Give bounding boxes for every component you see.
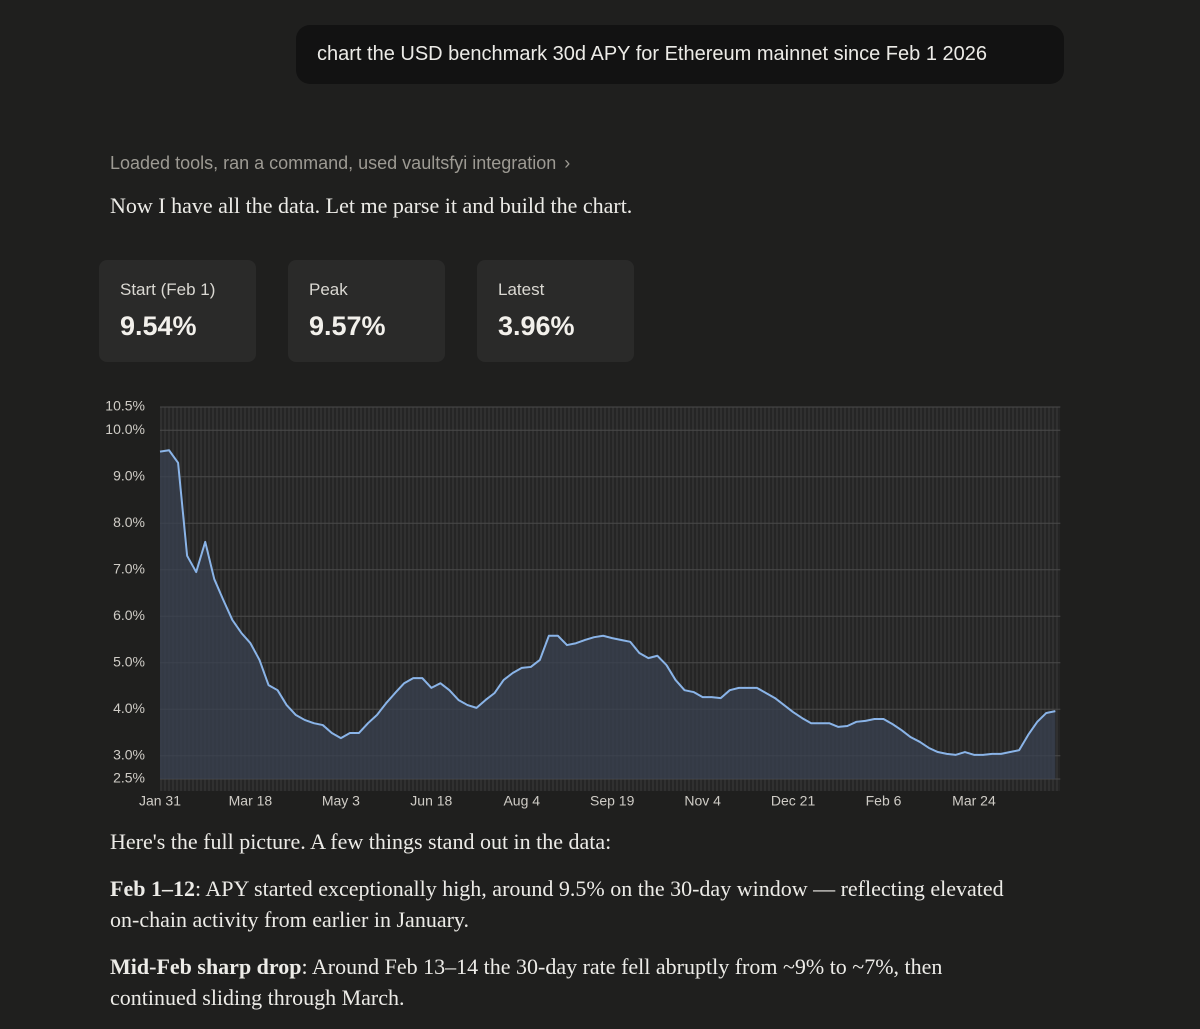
x-tick-label: Nov 4 — [684, 793, 721, 809]
stat-value: 9.54% — [120, 311, 197, 341]
tool-summary[interactable]: Loaded tools, ran a command, used vaults… — [110, 153, 570, 174]
y-tick-label: 9.0% — [113, 467, 145, 483]
point-text: : APY started exceptionally high, around… — [110, 876, 1004, 932]
x-tick-label: Sep 19 — [590, 793, 635, 809]
chevron: › — [564, 153, 571, 173]
y-tick-label: 3.0% — [113, 746, 145, 762]
response-lead: Here's the full picture. A few things st… — [110, 829, 612, 854]
series-line — [159, 449, 1056, 756]
y-tick-label: 7.0% — [113, 560, 145, 576]
stat-card: Latest 3.96% — [477, 260, 634, 362]
y-tick-label: 10.0% — [105, 421, 145, 437]
response-point: Feb 1–12: APY started exceptionally high… — [110, 873, 1010, 935]
chart: 2.5% 3.0% 4.0% 5.0% 6.0% 7.0% 8.0% 9.0% 10.0% 10.… — [105, 398, 1061, 809]
assistant-intro: Now I have all the data. Let me parse it… — [110, 193, 633, 218]
y-tick-label: 6.0% — [113, 607, 145, 623]
stat-label: Start (Feb 1) — [120, 280, 216, 299]
x-tick-label: Mar 18 — [229, 793, 273, 809]
stat-value: 3.96% — [498, 311, 575, 341]
y-tick-label: 10.5% — [105, 398, 145, 414]
stat-label: Latest — [498, 280, 545, 299]
tool-summary-text: Loaded tools, ran a command, used vaults… — [110, 153, 557, 173]
y-tick-label: 4.0% — [113, 700, 145, 716]
x-tick-label: Jan 31 — [139, 793, 181, 809]
user-message: chart the USD benchmark 30d APY for Ethe… — [296, 25, 1064, 84]
response-point: Mid-Feb sharp drop: Around Feb 13–14 the… — [110, 951, 1010, 1013]
y-tick-label: 2.5% — [113, 770, 145, 786]
point-label: Mid-Feb sharp drop — [110, 954, 302, 979]
stat-card: Start (Feb 1) 9.54% — [99, 260, 256, 362]
x-tick-label: Dec 21 — [771, 793, 816, 809]
x-tick-label: Jun 18 — [410, 793, 452, 809]
y-tick-label: 8.0% — [113, 514, 145, 530]
response: Here's the full picture. A few things st… — [110, 826, 1010, 1029]
x-tick-label: Mar 24 — [952, 793, 996, 809]
x-tick-label: Aug 4 — [503, 793, 540, 809]
x-tick-label: Feb 6 — [866, 793, 902, 809]
stat-value: 9.57% — [309, 311, 386, 341]
area-fill — [160, 450, 1056, 779]
point-label: Feb 1–12 — [110, 876, 195, 901]
point-text: : Around Feb 13–14 the 30-day rate fell … — [110, 954, 943, 1010]
x-tick-label: May 3 — [322, 793, 360, 809]
y-tick-label: 5.0% — [113, 653, 145, 669]
stat-card: Peak 9.57% — [288, 260, 445, 362]
stat-label: Peak — [309, 280, 348, 299]
